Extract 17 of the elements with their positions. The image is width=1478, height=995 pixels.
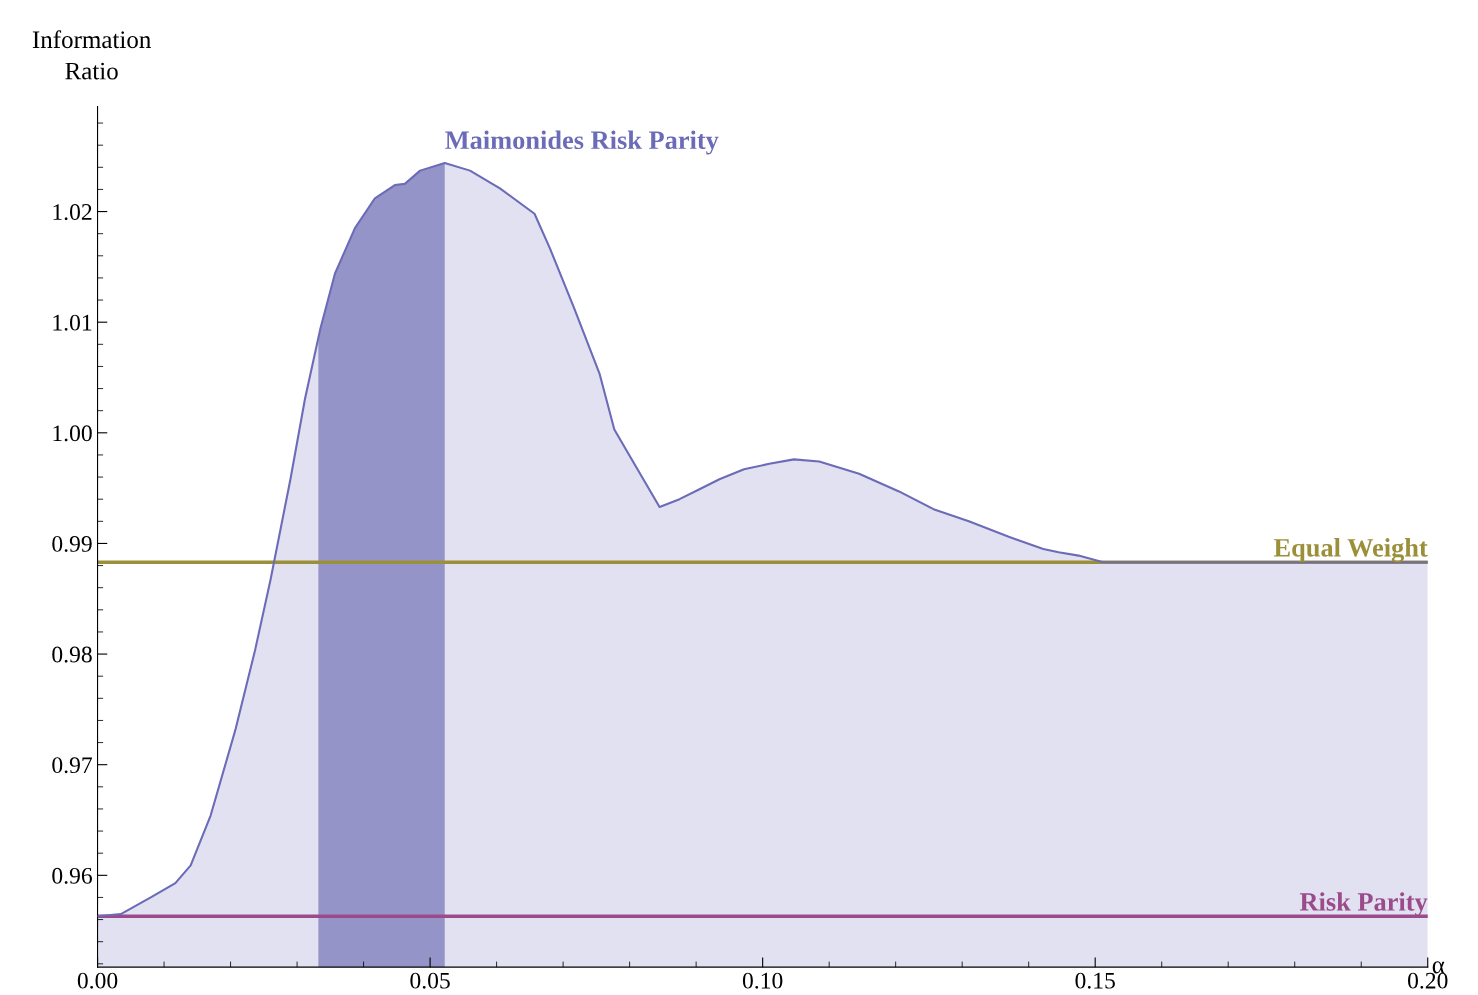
x-tick-label: 0.00 [77,972,118,989]
x-tick-label: 0.15 [1075,972,1115,989]
y-tick-label: 0.98 [52,646,92,663]
x-tick-label: 0.05 [410,972,450,989]
y-tick-label: 1.02 [53,204,92,221]
ref-line-label: Risk Parity [1299,892,1428,917]
ref-line-label: Equal Weight [1273,538,1428,563]
y-tick-label: 1.00 [53,425,92,442]
x-axis-title: α [1432,961,1445,974]
series-label: Maimonides Risk Parity [445,130,719,155]
y-tick-label: 1.01 [53,314,92,331]
y-tick-label: 0.97 [52,757,93,774]
x-tick-label: 0.20 [1407,972,1448,989]
x-tick-label: 0.10 [742,972,783,989]
y-tick-label: 0.99 [52,535,92,552]
y-axis-title: Information Ratio [32,30,151,80]
y-tick-label: 0.96 [52,867,92,884]
